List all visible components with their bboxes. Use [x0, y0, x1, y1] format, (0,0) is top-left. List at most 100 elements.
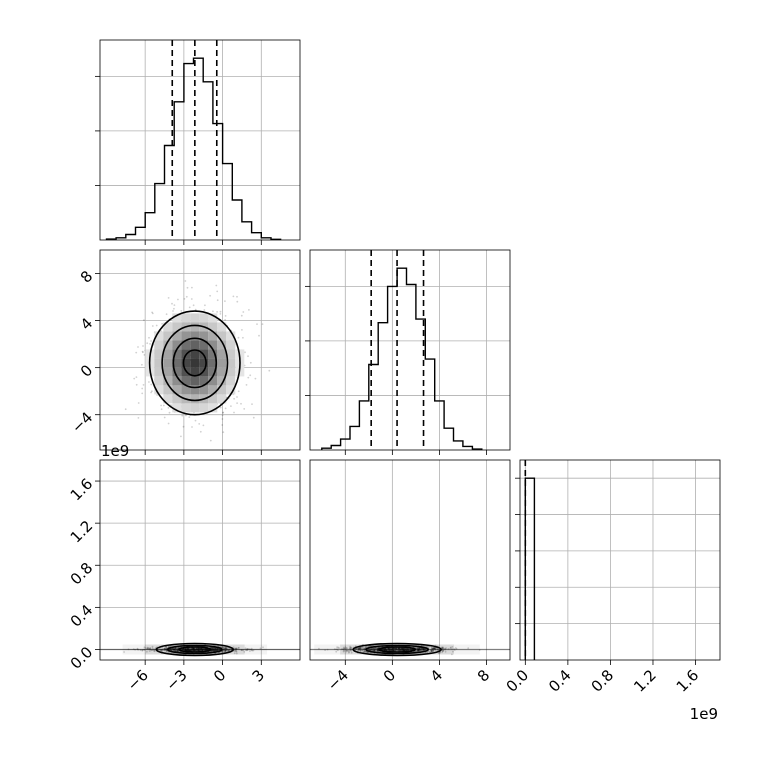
scatter-x-z-point — [211, 647, 214, 649]
scatter-y-z-point — [359, 650, 362, 653]
scatter-y-z-point — [440, 646, 443, 649]
scatter-x-y-density-cell — [226, 349, 236, 359]
scatter-x-y-density-cell — [172, 331, 182, 341]
scatter-y-z-point — [344, 646, 347, 648]
scatter-x-y-point — [137, 346, 139, 348]
scatter-x-z-point — [227, 650, 230, 652]
scatter-x-y-point — [194, 419, 197, 422]
scatter-y-z-point — [346, 647, 348, 650]
scatter-x-y-density-cell — [199, 385, 209, 395]
scatter-x-z-x-tick-label: 0 — [210, 666, 229, 685]
scatter-y-z-point — [376, 647, 378, 650]
scatter-x-y-density-cell — [208, 340, 218, 350]
scatter-y-z-point — [357, 647, 360, 650]
scatter-x-z-point — [164, 646, 167, 649]
scatter-x-z-point — [237, 646, 240, 649]
scatter-y-z-point — [365, 646, 368, 648]
scatter-x-y-density-cell — [208, 385, 218, 395]
scatter-x-z-point — [237, 647, 240, 649]
scatter-x-z-point — [235, 652, 238, 655]
scatter-x-y-density-cell — [226, 358, 236, 368]
scatter-y-z-point — [348, 651, 350, 654]
scatter-x-y-density-cell — [190, 367, 200, 377]
scatter-x-y-density-cell — [190, 349, 200, 359]
scatter-y-z-point — [359, 650, 362, 652]
scatter-x-y-point — [142, 384, 145, 386]
scatter-x-y-density-cell — [163, 358, 173, 368]
scatter-x-z-point — [165, 646, 168, 649]
scatter-x-z-point — [176, 649, 179, 652]
scatter-x-z-point — [123, 651, 125, 653]
scatter-x-y-point — [224, 407, 227, 410]
scatter-y-z-point — [361, 649, 364, 652]
scatter-x-z-point — [176, 647, 179, 650]
scatter-y-z-point — [392, 647, 395, 650]
scatter-x-z-point — [221, 651, 224, 654]
scatter-x-y-density-cell — [190, 376, 200, 386]
scatter-y-z-point — [430, 650, 432, 652]
scatter-y-z-point — [431, 650, 433, 653]
scatter-x-y-point — [135, 383, 138, 386]
scatter-x-z-point — [192, 647, 195, 650]
scatter-x-z-point — [223, 649, 225, 652]
scatter-y-z-point — [342, 650, 345, 653]
scatter-x-z-point — [146, 647, 149, 650]
scatter-y-z-point — [441, 646, 444, 649]
scatter-x-y-density-cell — [217, 331, 227, 341]
scatter-x-y-point — [181, 414, 184, 417]
scatter-x-z-point — [213, 649, 216, 652]
scatter-x-y-density-cell — [172, 313, 182, 323]
scatter-x-z-point — [224, 650, 227, 652]
scatter-x-y-point — [209, 294, 212, 297]
scatter-y-z-point — [416, 650, 419, 652]
scatter-x-y-point — [219, 406, 222, 409]
hist-z-x-tick-label: 0.8 — [588, 666, 618, 696]
scatter-y-z-x-tick-label: −4 — [324, 666, 352, 694]
scatter-y-z-point — [451, 646, 454, 648]
scatter-x-z-point — [249, 650, 251, 652]
scatter-y-z-point — [362, 646, 364, 649]
scatter-y-z-point — [467, 647, 470, 650]
scatter-y-z-point — [428, 651, 431, 653]
scatter-x-z-point — [222, 647, 225, 649]
scatter-x-y-point — [230, 405, 232, 407]
scatter-y-z-point — [374, 649, 376, 652]
scatter-x-y-density-cell — [190, 394, 200, 404]
scatter-y-z-point — [432, 650, 435, 653]
scatter-x-y-point — [221, 418, 224, 420]
scatter-y-z-point — [441, 650, 444, 652]
scatter-y-z-point — [441, 651, 444, 654]
scatter-x-y-point — [180, 310, 183, 312]
scatter-x-y-point — [194, 308, 197, 311]
scatter-x-y-y-tick-label: 4 — [77, 314, 96, 333]
scatter-y-z-point — [418, 650, 421, 652]
scatter-x-z-point — [222, 647, 225, 649]
scatter-x-z-point — [151, 647, 154, 650]
scatter-x-y-density-cell — [181, 403, 191, 413]
scatter-x-z-point — [223, 646, 225, 649]
scatter-x-z-point — [262, 646, 264, 649]
scatter-x-y-point — [150, 391, 153, 394]
scatter-x-y-point — [163, 416, 166, 419]
scatter-x-y-density-cell — [163, 331, 173, 341]
scatter-x-z-point — [213, 649, 216, 652]
scatter-x-y-point — [155, 324, 158, 327]
scatter-y-z-point — [431, 650, 433, 653]
scatter-x-z-point — [234, 649, 237, 652]
scatter-x-y-point — [216, 290, 219, 293]
scatter-y-z-point — [432, 647, 435, 650]
scatter-y-z-point — [430, 650, 433, 653]
scatter-y-z-point — [433, 647, 436, 650]
scatter-x-y-density-cell — [154, 367, 164, 377]
scatter-x-z-point — [213, 649, 216, 652]
scatter-x-z-point — [198, 647, 201, 650]
scatter-y-z-frame — [309, 459, 511, 661]
scatter-x-y-density-cell — [208, 358, 218, 368]
scatter-x-y-density-cell — [172, 385, 182, 395]
scatter-y-z-point — [441, 646, 443, 649]
scatter-x-y-point — [221, 424, 224, 426]
scatter-x-z-x-tick-label: −6 — [124, 666, 152, 694]
scatter-x-z-frame — [99, 459, 301, 661]
scatter-x-y-point — [135, 351, 138, 354]
scatter-x-y-point — [150, 383, 153, 386]
